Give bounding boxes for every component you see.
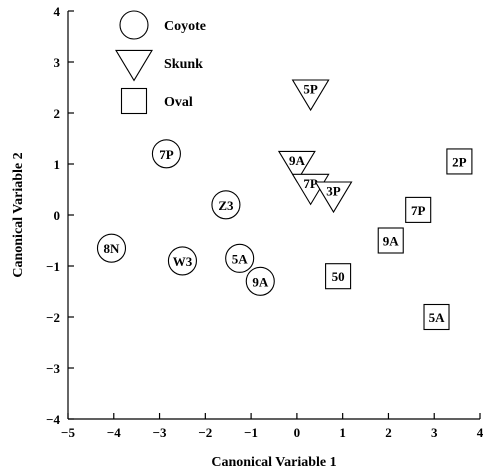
point-label: 9A [289, 153, 306, 168]
point-coyote-9a [245, 266, 275, 296]
x-tick-label: −2 [198, 425, 212, 440]
legend-label-oval: Oval [164, 95, 193, 110]
point-label: 50 [332, 269, 345, 284]
point-label: Z3 [218, 198, 234, 213]
point-coyote-w3 [167, 246, 197, 276]
y-tick-label: 0 [54, 208, 61, 223]
y-tick-label: 4 [54, 4, 61, 19]
point-oval-7p [405, 196, 432, 223]
point-skunk-3p [314, 181, 353, 214]
point-label: 2P [452, 154, 467, 169]
y-axis-title: Canonical Variable 2 [11, 152, 26, 277]
point-skunk-5p [291, 79, 330, 112]
point-label: 7P [303, 176, 318, 191]
point-label: 3P [326, 184, 341, 199]
legend-marker-oval [120, 87, 148, 115]
y-tick-label: 3 [54, 55, 61, 70]
point-label: 5A [429, 310, 446, 325]
point-label: 9A [383, 234, 400, 249]
legend-label-skunk: Skunk [164, 57, 203, 72]
point-label: 8N [104, 241, 121, 256]
y-tick-label: −4 [46, 412, 60, 427]
x-tick-label: −1 [244, 425, 258, 440]
point-oval-9a [377, 227, 404, 254]
point-coyote-8n [96, 233, 127, 263]
point-label: 5A [232, 251, 249, 266]
point-label: 9A [252, 274, 269, 289]
y-tick-label: 1 [54, 157, 61, 172]
point-label: 7P [411, 203, 426, 218]
point-coyote-z3 [211, 190, 241, 220]
legend-label-coyote: Coyote [164, 19, 206, 34]
legend-marker-coyote [119, 10, 149, 40]
x-tick-label: 2 [385, 425, 392, 440]
x-tick-label: 4 [477, 425, 483, 440]
x-axis-title: Canonical Variable 1 [211, 455, 336, 470]
legend-marker-skunk [115, 49, 153, 82]
point-coyote-5a [225, 243, 255, 273]
x-tick-label: 3 [431, 425, 438, 440]
x-tick-label: −5 [61, 425, 75, 440]
point-label: 7P [159, 147, 174, 162]
point-skunk-9a [277, 150, 316, 183]
x-tick-label: 0 [294, 425, 301, 440]
point-oval-50 [325, 263, 352, 290]
x-tick-label: −4 [107, 425, 121, 440]
x-tick-label: −3 [153, 425, 167, 440]
point-oval-2p [446, 148, 473, 175]
y-tick-label: 2 [54, 106, 61, 121]
point-oval-5a [423, 303, 450, 331]
y-tick-label: −3 [46, 361, 60, 376]
point-label: W3 [173, 254, 193, 269]
y-tick-label: −2 [46, 310, 60, 325]
point-coyote-7p [151, 139, 181, 169]
point-label: 5P [303, 82, 318, 97]
y-tick-label: −1 [46, 259, 60, 274]
legend: Coyote Skunk Oval [115, 10, 206, 115]
x-tick-label: 1 [339, 425, 346, 440]
